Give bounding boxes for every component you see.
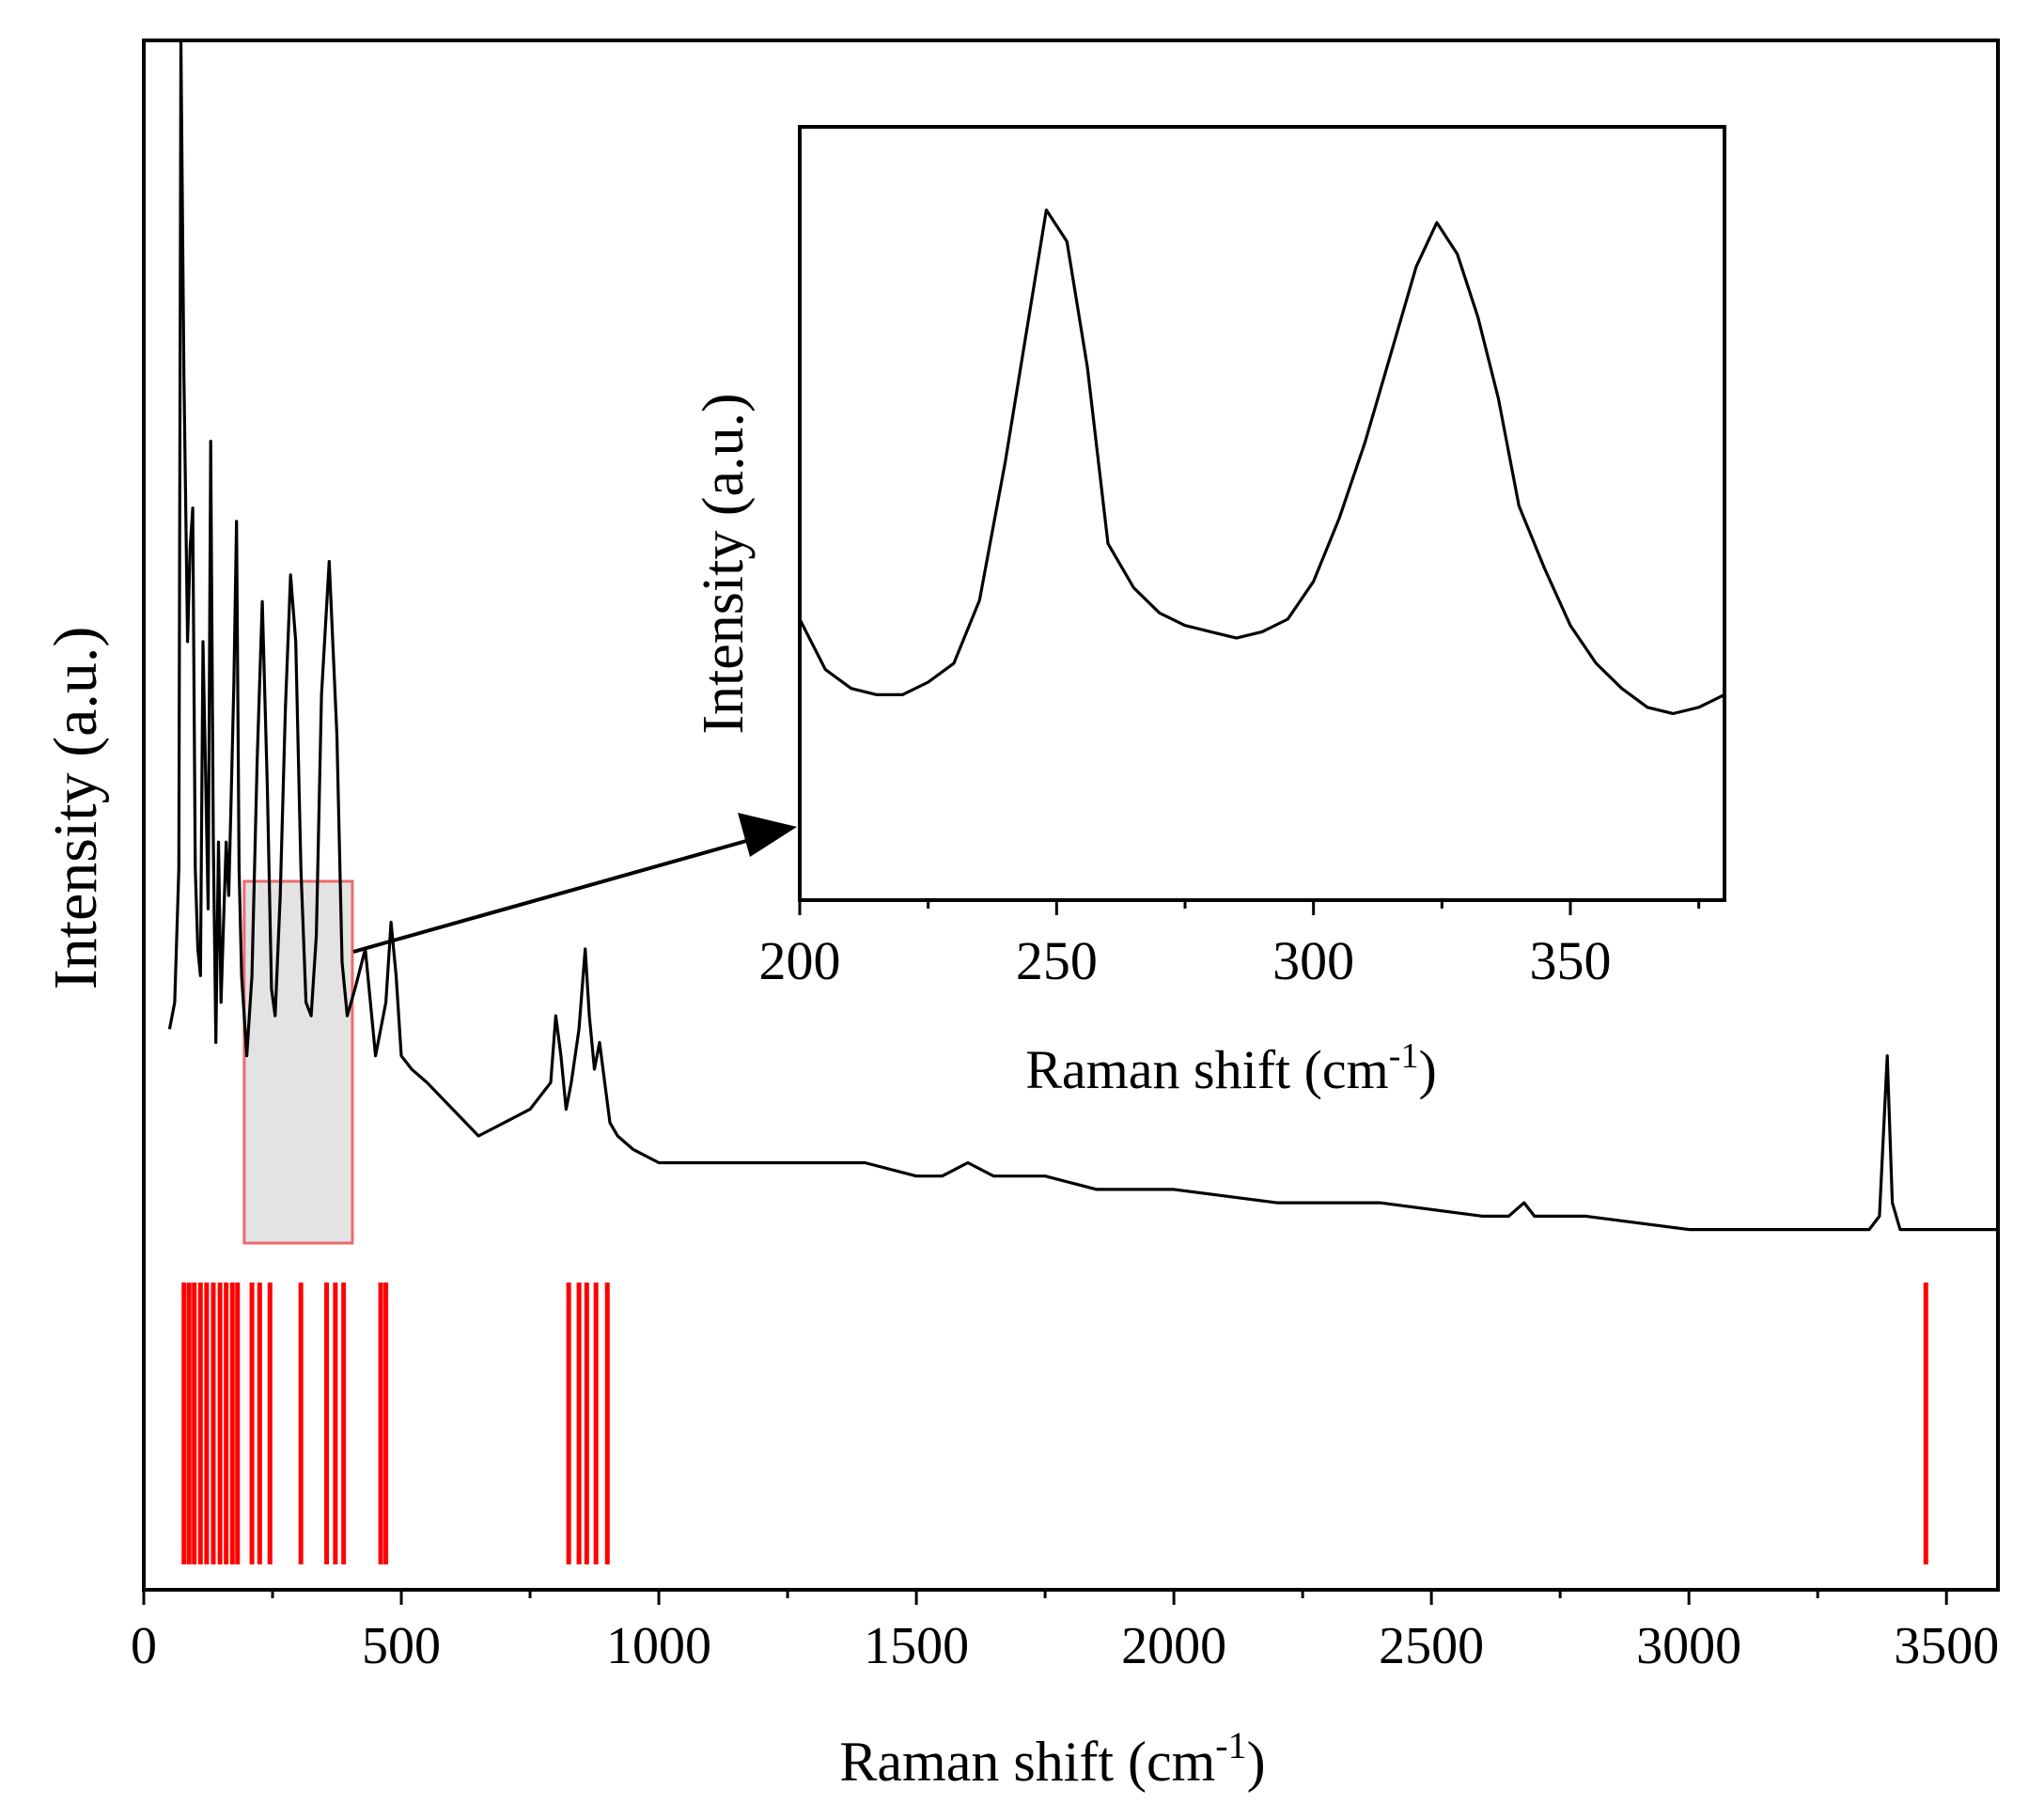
- inset-plot-background: [800, 127, 1724, 900]
- zoom-arrow: [352, 813, 797, 954]
- main-x-tick-label: 3000: [1636, 1617, 1741, 1675]
- inset-spectrum-line: [798, 208, 1725, 716]
- highlight-region-layer: [242, 879, 354, 1245]
- inset-x-tick-label: 200: [759, 930, 841, 991]
- main-plot: 0 500 1000 1500 2000 2500 3000 3500 Raman shift…: [41, 39, 2000, 1793]
- main-x-tick-label: 1000: [606, 1617, 711, 1675]
- main-x-tick-label: 2500: [1379, 1617, 1484, 1675]
- inset-x-tick-label: 250: [1016, 930, 1098, 991]
- main-y-axis-title: Intensity (a.u.): [41, 627, 110, 990]
- inset-x-axis-title-superscript: -1: [1389, 1036, 1419, 1076]
- inset-y-axis-title: Intensity (a.u.): [692, 393, 756, 734]
- reference-lines-layer: [181, 1283, 1928, 1564]
- main-x-axis-ticks: 0 500 1000 1500 2000 2500 3000 3500: [131, 1590, 1999, 1675]
- inset-x-tick-label: 350: [1530, 930, 1612, 991]
- main-plot-frame: [142, 39, 2000, 1592]
- inset-x-axis-title: Raman shift (cm-1): [1025, 1036, 1437, 1100]
- main-x-axis-title-superscript: -1: [1215, 1724, 1246, 1766]
- main-x-tick-label: 1500: [864, 1617, 969, 1675]
- main-x-tick-label: 2000: [1121, 1617, 1226, 1675]
- main-spectrum-line: [167, 39, 1998, 1232]
- inset-x-axis-ticks: 200 250 300 350: [759, 900, 1701, 991]
- main-x-axis-title: Raman shift (cm-1): [839, 1724, 1265, 1793]
- main-x-tick-label: 3500: [1894, 1617, 1999, 1675]
- main-x-tick-label: 0: [131, 1617, 157, 1675]
- zoom-arrow-line: [352, 834, 764, 954]
- main-x-tick-label: 500: [362, 1617, 441, 1675]
- highlight-region: [242, 879, 354, 1245]
- inset-plot-frame: [798, 125, 1726, 902]
- inset-plot: 200 250 300 350 Raman shift (cm-1) Intensit…: [692, 125, 1726, 1100]
- inset-x-tick-label: 300: [1272, 930, 1354, 991]
- zoom-arrow-head: [738, 813, 797, 857]
